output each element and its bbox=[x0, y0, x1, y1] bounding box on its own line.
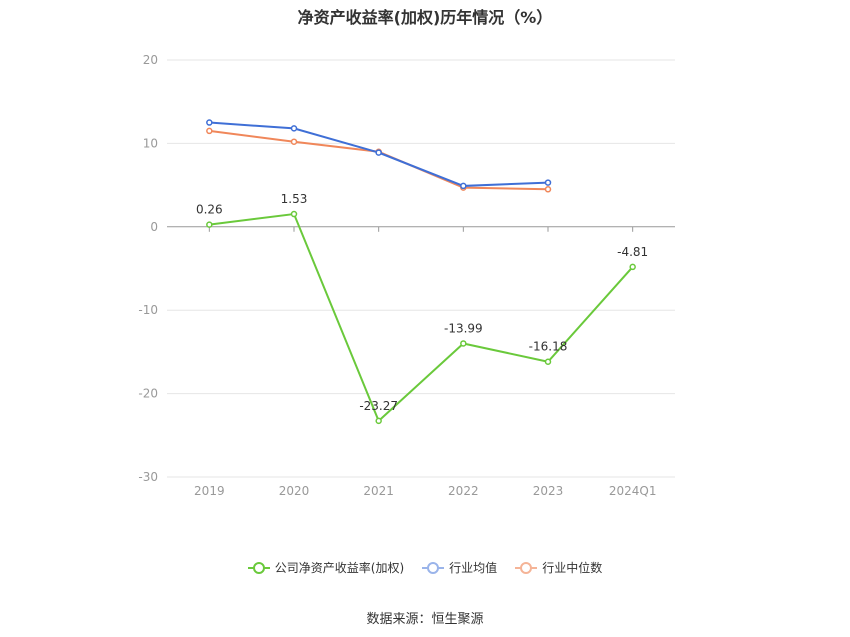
series-point-0 bbox=[544, 358, 552, 365]
series-point-0 bbox=[460, 340, 467, 347]
series-point-0 bbox=[629, 263, 636, 271]
legend-label-company: 公司净资产收益率(加权) bbox=[274, 561, 405, 575]
series-point-0 bbox=[375, 417, 382, 425]
legend-label-industry-median: 行业中位数 bbox=[542, 561, 603, 575]
legend-item-industry-mean[interactable]: 行业均值 bbox=[422, 559, 497, 576]
y-tick-label: -20 bbox=[138, 387, 158, 401]
legend-item-industry-median[interactable]: 行业中位数 bbox=[515, 559, 602, 576]
legend-item-company[interactable]: 公司净资产收益率(加权) bbox=[247, 559, 405, 576]
legend-swatch-industry-mean bbox=[422, 561, 445, 574]
y-tick-label: -30 bbox=[138, 470, 158, 484]
series-line-2 bbox=[209, 129, 549, 191]
x-tick-label: 2024Q1 bbox=[609, 484, 657, 498]
series-point-2 bbox=[290, 138, 298, 145]
y-tick-label: 0 bbox=[150, 220, 158, 234]
series-point-0 bbox=[290, 210, 298, 218]
series-point-2 bbox=[206, 127, 213, 135]
series-line-0 bbox=[209, 212, 634, 423]
series-point-1 bbox=[206, 119, 213, 126]
chart-title: 净资产收益率(加权)历年情况（%） bbox=[297, 8, 553, 27]
data-source: 数据来源：恒生聚源 bbox=[366, 612, 484, 627]
data-label: -4.81 bbox=[617, 245, 648, 259]
x-tick-label: 2023 bbox=[533, 484, 564, 498]
legend-swatch-industry-median bbox=[515, 561, 538, 574]
series-point-1 bbox=[460, 182, 467, 190]
data-label: -23.27 bbox=[359, 399, 398, 413]
legend-swatch-company bbox=[247, 561, 270, 574]
x-tick-label: 2022 bbox=[448, 484, 479, 498]
series-point-1 bbox=[544, 179, 552, 186]
x-tick-label: 2021 bbox=[363, 484, 394, 498]
x-tick-label: 2019 bbox=[194, 484, 225, 498]
series-point-0 bbox=[206, 221, 213, 228]
series-point-2 bbox=[544, 186, 552, 193]
data-label: 0.26 bbox=[196, 203, 223, 217]
data-label: -16.18 bbox=[529, 340, 568, 354]
data-label: -13.99 bbox=[444, 321, 483, 335]
series-point-1 bbox=[290, 125, 298, 132]
y-tick-label: 20 bbox=[143, 53, 158, 67]
x-tick-label: 2020 bbox=[279, 484, 310, 498]
legend-label-industry-mean: 行业均值 bbox=[449, 561, 498, 575]
y-tick-label: 10 bbox=[143, 136, 158, 150]
data-label: 1.53 bbox=[281, 192, 308, 206]
legend: 公司净资产收益率(加权) 行业均值 行业中位数 bbox=[0, 559, 850, 576]
series-point-1 bbox=[375, 149, 382, 156]
y-tick-label: -10 bbox=[138, 303, 158, 317]
